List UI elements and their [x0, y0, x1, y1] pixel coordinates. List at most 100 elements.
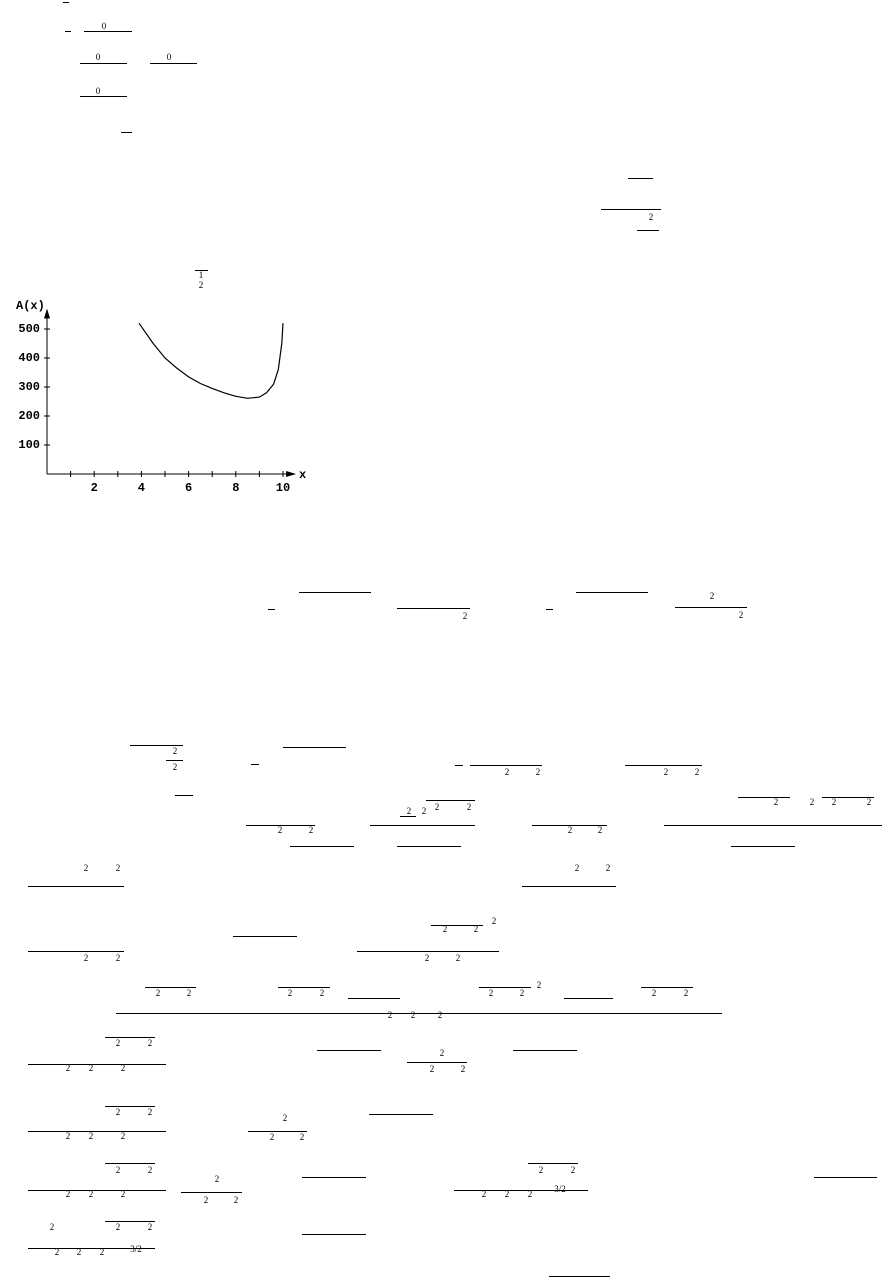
formula-fragment: 2	[664, 767, 669, 777]
formula-fragment: 3/2	[130, 1244, 142, 1254]
formula-fragment: 2	[89, 1063, 94, 1073]
formula-fragment: 2	[89, 1131, 94, 1141]
formula-fragment: 2	[505, 767, 510, 777]
formula-fragment: 2	[121, 1063, 126, 1073]
formula-fragment: 2	[810, 797, 815, 807]
formula-fragment: 2	[156, 988, 161, 998]
formula-fragment: 2	[215, 1174, 220, 1184]
formula-fragment: 0	[167, 52, 172, 62]
formula-fragment: 2	[234, 1195, 239, 1205]
formula-fragment: 2	[187, 988, 192, 998]
formula-fragment: 2	[116, 1222, 121, 1232]
y-tick-label: 100	[18, 438, 40, 452]
formula-fragment: 2	[309, 825, 314, 835]
formula-fragment: 2	[489, 988, 494, 998]
y-tick-label: 300	[18, 380, 40, 394]
formula-fragment: 2	[537, 980, 542, 990]
formula-fragment: 2	[606, 863, 611, 873]
formula-fragment: 2	[407, 806, 412, 816]
formula-fragment: 2	[539, 1165, 544, 1175]
formula-fragment: 2	[116, 863, 121, 873]
formula-fragments: 0 0 0 0 1 2 2 2 2 2 2 2 2 2 2 2 2 2 2 2 2 2 2 2 2 2 2 2 2 2 2 2 2 2 2 2 2 2 2 2…	[50, 21, 872, 1257]
formula-fragment: 2	[100, 1247, 105, 1257]
formula-fragment: 2	[66, 1189, 71, 1199]
x-axis-label: x	[299, 468, 306, 482]
formula-fragment: 2	[695, 767, 700, 777]
formula-fragment: 2	[571, 1165, 576, 1175]
formula-fragment: 2	[440, 1048, 445, 1058]
formula-fragment: 2	[492, 916, 497, 926]
formula-fragment: 2	[520, 988, 525, 998]
formula-fragment: 2	[270, 1132, 275, 1142]
formula-fragment: 0	[96, 86, 101, 96]
formula-fragment: 2	[84, 863, 89, 873]
formula-fragment: 2	[411, 1010, 416, 1020]
formula-fragment: 2	[467, 802, 472, 812]
formula-fragment: 2	[173, 762, 178, 772]
formula-fragment: 2	[121, 1189, 126, 1199]
formula-fragment: 2	[148, 1107, 153, 1117]
y-tick-label: 400	[18, 351, 40, 365]
y-tick-label: 200	[18, 409, 40, 423]
curve	[138, 322, 284, 399]
formula-fragment: 2	[710, 591, 715, 601]
formula-fragment: 2	[89, 1189, 94, 1199]
formula-fragment: 0	[102, 21, 107, 31]
formula-fragment: 2	[66, 1063, 71, 1073]
formula-fragment: 2	[598, 825, 603, 835]
x-tick-label: 6	[185, 481, 192, 495]
formula-fragment: 2	[116, 1038, 121, 1048]
formula-fragment: 2	[456, 953, 461, 963]
formula-fragment: 2	[148, 1222, 153, 1232]
formula-fragment: 2	[320, 988, 325, 998]
formula-fragment: 2	[50, 1222, 55, 1232]
formula-fragment: 2	[116, 1165, 121, 1175]
formula-fragment: 2	[652, 988, 657, 998]
formula-fragment: 2	[463, 611, 468, 621]
formula-fragment: 0	[96, 52, 101, 62]
x-tick-label: 2	[91, 481, 98, 495]
formula-fragment: 2	[774, 797, 779, 807]
x-tick-label: 8	[232, 481, 239, 495]
x-axis-arrow	[286, 471, 297, 477]
formula-fragment: 2	[55, 1247, 60, 1257]
formula-fragment: 2	[739, 610, 744, 620]
formula-fragment: 2	[482, 1189, 487, 1199]
formula-fragment: 2	[438, 1010, 443, 1020]
x-tick-label: 10	[276, 481, 290, 495]
formula-fragment: 2	[649, 212, 654, 222]
formula-fragment: 2	[148, 1165, 153, 1175]
formula-fragment: 1	[199, 270, 204, 280]
formula-fragment: 2	[528, 1189, 533, 1199]
formula-fragment: 2	[278, 825, 283, 835]
formula-fragment: 2	[173, 746, 178, 756]
formula-fragment: 2	[199, 280, 204, 290]
y-axis-label: A(x)	[16, 299, 45, 313]
formula-fragment: 2	[84, 953, 89, 963]
formula-fragment: 2	[148, 1038, 153, 1048]
formula-fragment: 2	[116, 1107, 121, 1117]
formula-fragment: 2	[575, 863, 580, 873]
formula-fragment: 2	[505, 1189, 510, 1199]
formula-fragment: 2	[77, 1247, 82, 1257]
formula-fragment: 2	[435, 802, 440, 812]
fraction-bars	[28, 2, 882, 1277]
formula-fragment: 2	[430, 1064, 435, 1074]
formula-fragment: 2	[684, 988, 689, 998]
y-tick-label: 500	[18, 322, 40, 336]
formula-fragment: 2	[288, 988, 293, 998]
y-axis-arrow	[44, 308, 50, 319]
formula-fragment: 2	[283, 1113, 288, 1123]
formula-fragment: 2	[204, 1195, 209, 1205]
formula-fragment: 2	[461, 1064, 466, 1074]
chart: A(x) x 2 4 6 8 10 100 200 300 400 500	[16, 299, 306, 495]
formula-fragment: 2	[536, 767, 541, 777]
formula-fragment: 2	[443, 924, 448, 934]
formula-fragment: 2	[388, 1010, 393, 1020]
formula-fragment: 2	[474, 924, 479, 934]
formula-fragment: 2	[121, 1131, 126, 1141]
formula-fragment: 2	[832, 797, 837, 807]
formula-fragment: 2	[300, 1132, 305, 1142]
